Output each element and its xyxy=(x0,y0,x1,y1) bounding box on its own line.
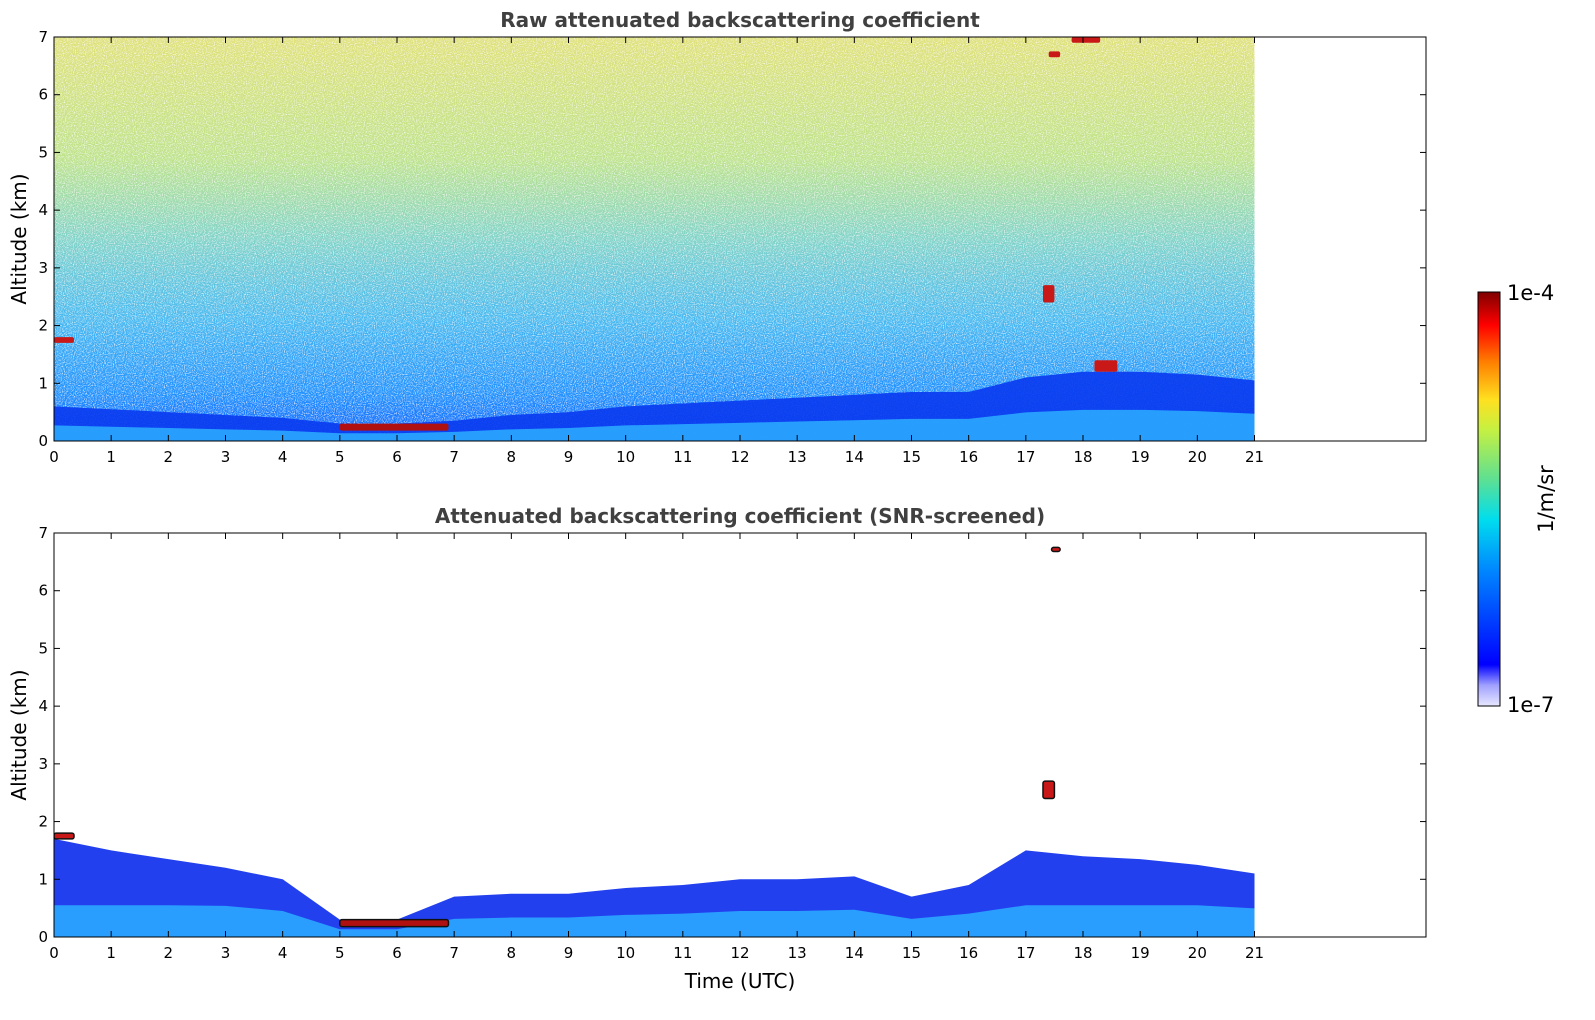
raw-plot-area xyxy=(54,37,1255,441)
y-tick-label: 6 xyxy=(38,582,48,600)
y-tick-label: 4 xyxy=(38,697,48,715)
x-tick-label: 12 xyxy=(730,944,749,962)
x-tick-label: 15 xyxy=(902,448,921,466)
x-tick-label: 14 xyxy=(845,448,864,466)
x-tick-label: 7 xyxy=(449,448,459,466)
cloud-mark xyxy=(54,337,75,343)
x-tick-label: 16 xyxy=(959,448,978,466)
x-tick-label: 13 xyxy=(788,944,807,962)
x-tick-label: 11 xyxy=(673,448,692,466)
x-tick-label: 7 xyxy=(449,944,459,962)
x-tick-label: 2 xyxy=(164,944,174,962)
colorbar: 1e-4 1e-7 1/m/sr xyxy=(1477,281,1558,717)
x-tick-label: 5 xyxy=(335,944,345,962)
y-tick-label: 2 xyxy=(38,317,48,335)
x-tick-label: 13 xyxy=(788,448,807,466)
raw-panel-title: Raw attenuated backscattering coefficien… xyxy=(500,8,980,32)
dense-layer-mark xyxy=(339,918,450,928)
x-tick-label: 2 xyxy=(164,448,174,466)
screened-y-ticks: 0 1 2 3 4 5 6 7 xyxy=(38,524,1426,946)
y-tick-label: 3 xyxy=(38,259,48,277)
screened-plot-area xyxy=(54,546,1255,937)
y-tick-label: 0 xyxy=(38,928,48,946)
x-tick-label: 20 xyxy=(1188,944,1207,962)
y-tick-label: 7 xyxy=(38,28,48,46)
x-tick-label: 0 xyxy=(49,944,59,962)
screened-backscatter-panel: Attenuated backscattering coefficient (S… xyxy=(7,504,1427,993)
cloud-mark xyxy=(1094,360,1118,372)
x-tick-label: 3 xyxy=(221,448,231,466)
cloud-mark xyxy=(1071,37,1101,43)
x-tick-label: 20 xyxy=(1188,448,1207,466)
y-tick-label: 6 xyxy=(38,86,48,104)
raw-noise-speckle xyxy=(54,37,1255,441)
cloud-mark xyxy=(1050,546,1061,553)
cloud-mark xyxy=(1042,285,1055,303)
x-tick-label: 8 xyxy=(507,448,517,466)
x-tick-label: 19 xyxy=(1131,448,1150,466)
x-tick-label: 1 xyxy=(106,448,116,466)
screened-panel-title: Attenuated backscattering coefficient (S… xyxy=(435,504,1045,528)
x-tick-label: 18 xyxy=(1073,448,1092,466)
colorbar-unit-label: 1/m/sr xyxy=(1534,465,1558,533)
colorbar-min-label: 1e-7 xyxy=(1507,693,1554,717)
screened-y-axis-label: Altitude (km) xyxy=(7,669,31,800)
y-tick-label: 4 xyxy=(38,201,48,219)
x-tick-label: 15 xyxy=(902,944,921,962)
cloud-mark xyxy=(54,832,75,840)
x-axis-label: Time (UTC) xyxy=(684,969,796,993)
cloud-mark xyxy=(1042,780,1056,800)
raw-y-ticks: 0 1 2 3 4 5 6 7 xyxy=(38,28,1426,450)
x-tick-label: 21 xyxy=(1245,944,1264,962)
y-tick-label: 2 xyxy=(38,813,48,831)
dense-layer-mark xyxy=(339,423,449,431)
x-tick-label: 14 xyxy=(845,944,864,962)
y-tick-label: 5 xyxy=(38,639,48,657)
colorbar-gradient xyxy=(1477,291,1501,707)
raw-y-axis-label: Altitude (km) xyxy=(7,173,31,304)
x-tick-label: 0 xyxy=(49,448,59,466)
x-tick-label: 21 xyxy=(1245,448,1264,466)
y-tick-label: 0 xyxy=(38,432,48,450)
x-tick-label: 4 xyxy=(278,944,288,962)
near-surface-layer xyxy=(54,409,1255,441)
x-tick-label: 19 xyxy=(1131,944,1150,962)
x-tick-label: 5 xyxy=(335,448,345,466)
x-tick-label: 4 xyxy=(278,448,288,466)
screened-aerosol-area xyxy=(54,838,1255,937)
x-tick-label: 9 xyxy=(564,944,574,962)
y-tick-label: 1 xyxy=(38,374,48,392)
x-tick-label: 6 xyxy=(392,944,402,962)
screened-x-ticks: 0 1 2 3 4 5 6 7 8 9 10 11 12 13 14 15 16 17 18 19 20 21 xyxy=(49,533,1264,962)
cloud-mark xyxy=(1048,51,1061,58)
x-tick-label: 18 xyxy=(1073,944,1092,962)
y-tick-label: 7 xyxy=(38,524,48,542)
x-tick-label: 8 xyxy=(507,944,517,962)
x-tick-label: 12 xyxy=(730,448,749,466)
x-tick-label: 17 xyxy=(1016,448,1035,466)
x-tick-label: 1 xyxy=(106,944,116,962)
x-tick-label: 16 xyxy=(959,944,978,962)
raw-x-ticks: 0 1 2 3 4 5 6 7 8 9 10 11 12 13 14 15 16 17 18 19 20 21 xyxy=(49,37,1264,466)
y-tick-label: 3 xyxy=(38,755,48,773)
x-tick-label: 9 xyxy=(564,448,574,466)
colorbar-max-label: 1e-4 xyxy=(1507,281,1554,305)
raw-backscatter-panel: Raw attenuated backscattering coefficien… xyxy=(7,8,1427,466)
x-tick-label: 3 xyxy=(221,944,231,962)
y-tick-label: 5 xyxy=(38,143,48,161)
near-surface-layer xyxy=(54,905,1255,937)
x-tick-label: 10 xyxy=(616,448,635,466)
x-tick-label: 17 xyxy=(1016,944,1035,962)
x-tick-label: 10 xyxy=(616,944,635,962)
x-tick-label: 6 xyxy=(392,448,402,466)
y-tick-label: 1 xyxy=(38,870,48,888)
x-tick-label: 11 xyxy=(673,944,692,962)
